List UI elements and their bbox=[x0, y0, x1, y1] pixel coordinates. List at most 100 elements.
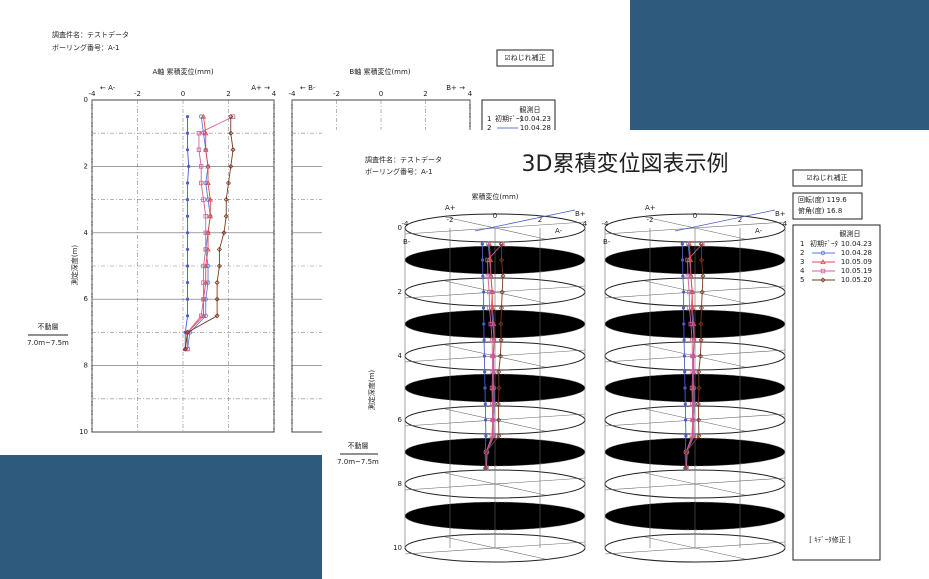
point bbox=[481, 274, 485, 278]
point bbox=[185, 148, 190, 152]
point bbox=[498, 241, 504, 247]
point bbox=[498, 305, 505, 311]
torsion: ☑ねじれ補正 bbox=[504, 53, 545, 62]
point bbox=[687, 289, 692, 295]
point bbox=[697, 353, 703, 359]
legend-title: 観測日 bbox=[840, 229, 861, 238]
x-tick-label: 0 bbox=[493, 212, 497, 220]
legend-name: 初期ﾃﾞｰﾀ bbox=[810, 239, 838, 248]
point bbox=[205, 229, 211, 235]
fixed-range: 7.0m~7.5m bbox=[27, 339, 69, 347]
point bbox=[698, 337, 704, 343]
axis-label: B- bbox=[603, 238, 611, 246]
direction bbox=[474, 209, 576, 232]
point bbox=[698, 305, 705, 311]
point bbox=[205, 246, 211, 252]
point bbox=[184, 329, 191, 335]
point bbox=[230, 147, 236, 153]
point bbox=[496, 369, 502, 375]
axis-plus: A+ → bbox=[251, 84, 270, 92]
point bbox=[683, 449, 689, 455]
point bbox=[203, 146, 209, 152]
fixed-layer: 不動層 bbox=[348, 441, 369, 450]
point bbox=[689, 433, 695, 439]
legend-no: 1 bbox=[487, 115, 491, 123]
x-tick-label: -4 bbox=[89, 90, 97, 98]
x-tick-label: 2 bbox=[226, 90, 230, 98]
legend-date: 10.04.23 bbox=[841, 240, 872, 248]
point bbox=[482, 322, 486, 326]
point bbox=[696, 433, 702, 439]
point bbox=[203, 213, 208, 219]
chart-title: B軸 累積変位(mm) bbox=[349, 67, 410, 76]
point bbox=[185, 247, 190, 251]
x-tick-label: -4 bbox=[402, 220, 410, 228]
boring: ボーリング番号：A-1 bbox=[52, 43, 120, 52]
point bbox=[198, 180, 204, 186]
point bbox=[182, 346, 188, 352]
point bbox=[214, 313, 220, 319]
point bbox=[221, 230, 227, 236]
point bbox=[699, 289, 705, 295]
point bbox=[700, 273, 706, 279]
torsion-box bbox=[496, 49, 554, 67]
point bbox=[683, 386, 687, 390]
profile-line bbox=[184, 116, 211, 350]
profile-line bbox=[184, 116, 234, 350]
profile-3d bbox=[685, 243, 704, 469]
x-tick-label: 2 bbox=[538, 216, 542, 224]
point bbox=[690, 369, 695, 375]
legend-no: 1 bbox=[800, 240, 804, 248]
depression: 俯角(度) 16.8 bbox=[798, 206, 842, 215]
point bbox=[695, 401, 701, 407]
y-label: 測定深度(m) bbox=[70, 245, 79, 286]
x-tick-label: 0 bbox=[181, 90, 185, 98]
axis-minus: ← A- bbox=[100, 84, 116, 92]
point bbox=[489, 433, 495, 439]
y-tick-label: 8 bbox=[398, 480, 402, 488]
point bbox=[216, 246, 222, 252]
point bbox=[696, 385, 702, 391]
y-tick-label: 4 bbox=[84, 229, 89, 237]
front-title: 3D累積変位図表示例 bbox=[522, 152, 729, 177]
point bbox=[820, 268, 826, 274]
point bbox=[185, 297, 190, 301]
point bbox=[486, 289, 492, 295]
point bbox=[500, 273, 506, 279]
point bbox=[820, 259, 826, 264]
point bbox=[185, 314, 190, 318]
x-tick-label: 4 bbox=[783, 220, 788, 228]
point bbox=[185, 181, 190, 185]
y-label: 測定深度(m) bbox=[367, 370, 376, 411]
point bbox=[490, 353, 495, 359]
point bbox=[480, 242, 484, 246]
point bbox=[200, 113, 207, 119]
legend-date: 10.04.23 bbox=[520, 115, 551, 123]
legend-no: 3 bbox=[800, 258, 804, 266]
x-tick-label: 4 bbox=[272, 90, 277, 98]
point bbox=[682, 354, 687, 358]
legend-no: 2 bbox=[487, 124, 491, 132]
point bbox=[201, 296, 206, 302]
point bbox=[185, 214, 190, 218]
point bbox=[205, 163, 211, 169]
axis-label: A+ bbox=[645, 204, 656, 212]
point bbox=[497, 353, 503, 359]
point bbox=[214, 296, 220, 302]
point bbox=[690, 417, 695, 423]
boring: ボーリング番号：A-1 bbox=[365, 167, 433, 176]
point bbox=[484, 465, 489, 471]
point bbox=[216, 263, 222, 269]
y-tick-label: 10 bbox=[393, 544, 402, 552]
chart-title: A軸 累積変位(mm) bbox=[152, 67, 213, 76]
x-tick-label: 4 bbox=[583, 220, 588, 228]
point bbox=[820, 250, 826, 256]
point bbox=[486, 241, 492, 246]
point bbox=[696, 417, 702, 423]
point bbox=[485, 257, 490, 263]
edit-button[interactable]: [ ｷﾃﾞｰﾀ修正 ] bbox=[809, 535, 851, 544]
point bbox=[483, 402, 487, 406]
point bbox=[689, 337, 695, 343]
y-tick-label: 10 bbox=[79, 428, 88, 436]
